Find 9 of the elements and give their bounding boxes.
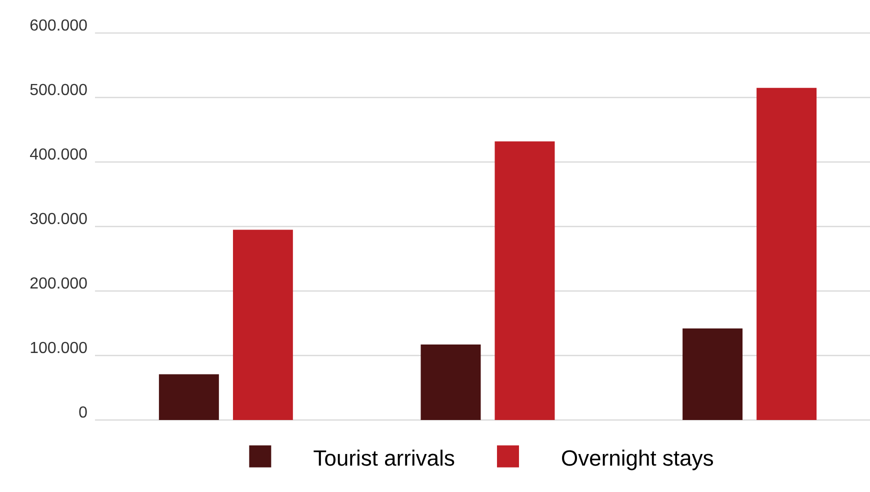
y-tick-label: 300.000 bbox=[30, 212, 87, 224]
y-tick-label: 0 bbox=[79, 406, 87, 418]
legend-label: Overnight stays bbox=[562, 450, 713, 470]
y-tick-label: 400.000 bbox=[30, 148, 87, 160]
y-tick-label: 500.000 bbox=[30, 84, 87, 96]
y-tick-label: 200.000 bbox=[30, 277, 87, 289]
y-tick-label: 100.000 bbox=[30, 342, 87, 354]
legend-label: Tourist arrivals bbox=[314, 450, 454, 466]
y-tick-label: 600.000 bbox=[30, 19, 87, 31]
